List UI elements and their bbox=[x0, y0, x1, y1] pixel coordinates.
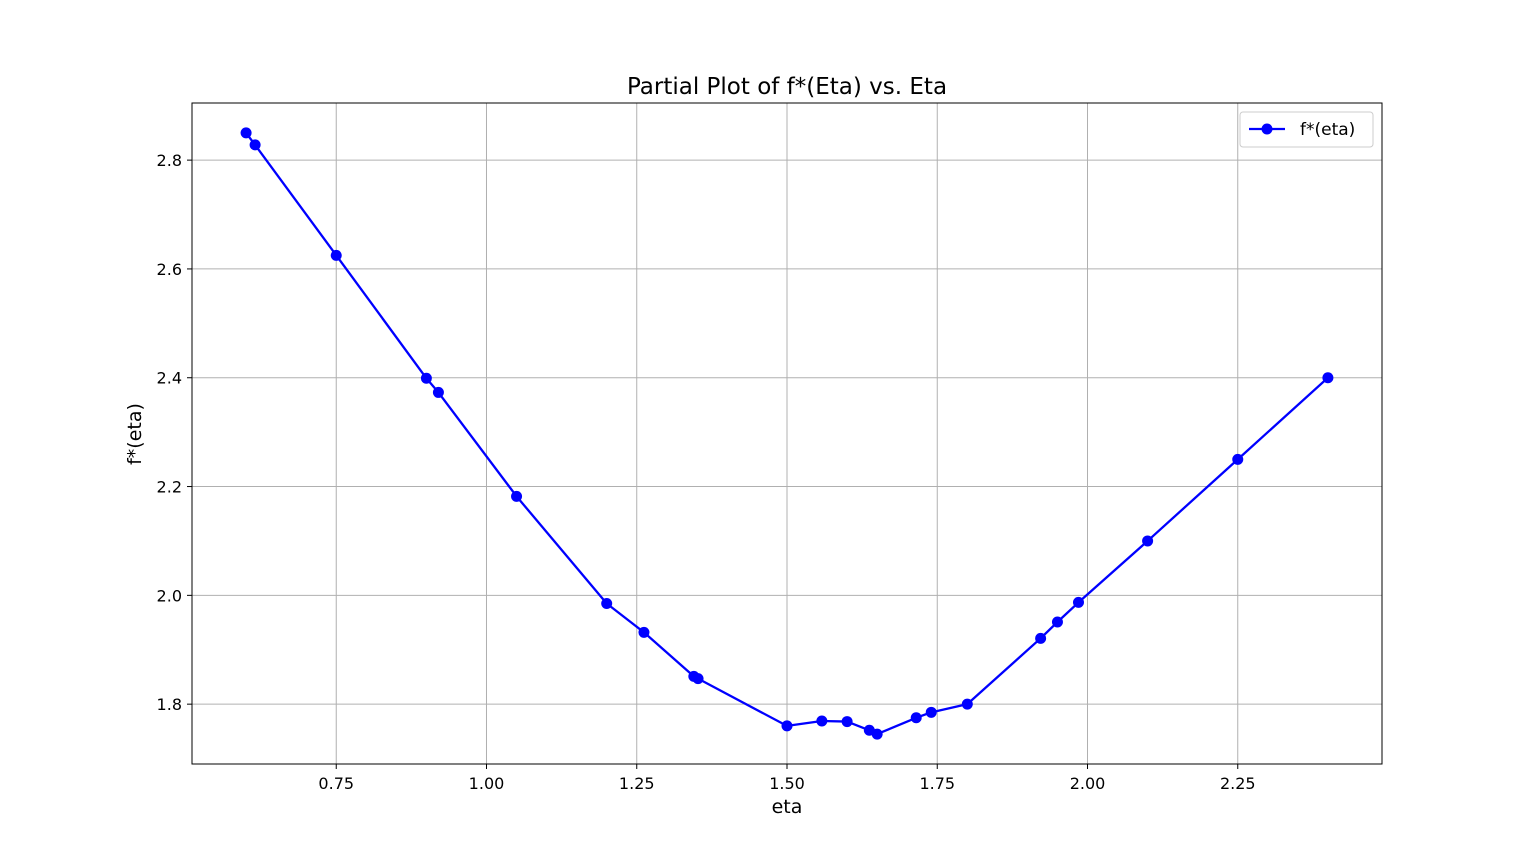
x-tick-label: 1.00 bbox=[469, 774, 505, 793]
data-point bbox=[330, 249, 342, 261]
data-point bbox=[910, 712, 922, 724]
data-point bbox=[1232, 453, 1244, 465]
grid bbox=[192, 103, 1382, 764]
x-tick-label: 2.00 bbox=[1070, 774, 1106, 793]
y-tick-label: 2.2 bbox=[157, 478, 182, 497]
data-point bbox=[692, 673, 704, 685]
y-tick-label: 2.8 bbox=[157, 151, 182, 170]
data-point bbox=[240, 127, 252, 139]
x-tick-label: 1.25 bbox=[619, 774, 655, 793]
data-point bbox=[420, 372, 432, 384]
data-point bbox=[925, 706, 937, 718]
data-point bbox=[871, 728, 883, 740]
y-tick-label: 2.4 bbox=[157, 369, 182, 388]
data-point bbox=[1072, 596, 1084, 608]
data-point bbox=[841, 716, 853, 728]
data-point bbox=[961, 698, 973, 710]
chart-title: Partial Plot of f*(Eta) vs. Eta bbox=[627, 74, 947, 100]
x-axis-label: eta bbox=[772, 796, 803, 818]
data-point bbox=[1322, 372, 1334, 384]
legend-box bbox=[1239, 111, 1374, 148]
legend-marker bbox=[1261, 123, 1273, 135]
data-point bbox=[638, 626, 650, 638]
data-point bbox=[601, 598, 613, 610]
x-tick-label: 1.75 bbox=[919, 774, 955, 793]
x-tick-label: 1.50 bbox=[769, 774, 805, 793]
y-axis: 1.8 2.0 2.2 2.4 2.6 2.8 bbox=[157, 151, 192, 714]
legend-entry-label: f*(eta) bbox=[1300, 120, 1355, 140]
y-tick-label: 2.6 bbox=[157, 260, 182, 279]
data-point bbox=[1142, 535, 1154, 547]
legend: f*(eta) bbox=[1239, 111, 1374, 148]
x-tick-label: 2.25 bbox=[1220, 774, 1256, 793]
series-layer bbox=[240, 127, 1334, 740]
x-tick-label: 0.75 bbox=[318, 774, 354, 793]
x-axis: 0.75 1.00 1.25 1.50 1.75 2.00 2.25 bbox=[318, 764, 1256, 793]
data-point bbox=[1035, 632, 1047, 644]
data-point bbox=[432, 386, 444, 398]
data-point bbox=[816, 715, 828, 727]
data-point bbox=[511, 490, 523, 502]
y-axis-label: f*(eta) bbox=[124, 403, 146, 465]
y-tick-label: 1.8 bbox=[157, 695, 182, 714]
data-point bbox=[249, 139, 261, 151]
data-point bbox=[1051, 616, 1063, 628]
data-point bbox=[781, 720, 793, 732]
y-tick-label: 2.0 bbox=[157, 586, 182, 605]
